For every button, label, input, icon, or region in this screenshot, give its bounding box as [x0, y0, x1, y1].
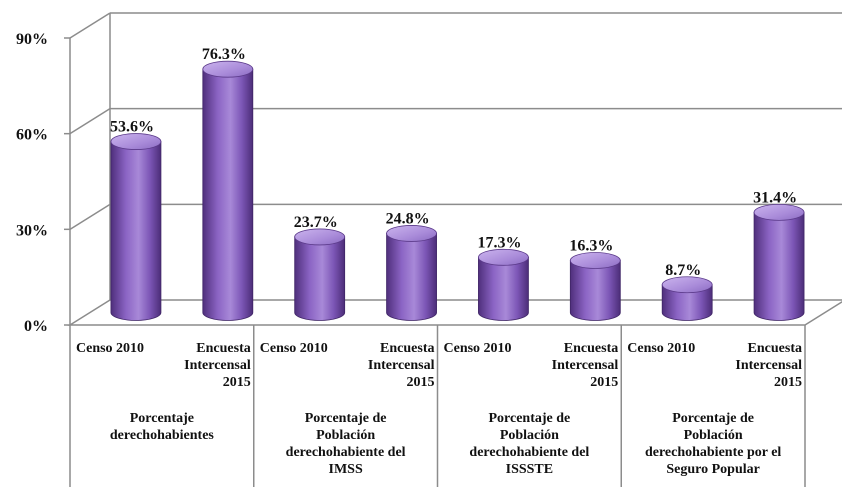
bar-body: [753, 211, 805, 321]
category-label: Censo 2010: [76, 341, 144, 356]
bar-cap: [110, 133, 162, 150]
category-label: Censo 2010: [444, 341, 512, 356]
bar-body: [386, 233, 437, 321]
value-label: 16.3%: [569, 238, 613, 255]
bar-cap: [753, 203, 805, 221]
group-label: Porcentaje de Población derechohabiente po…: [645, 411, 781, 477]
value-label: 76.3%: [202, 46, 246, 63]
category-label: Encuesta Intercensal 2015: [368, 341, 435, 390]
group-label: Porcentaje derechohabientes: [110, 411, 215, 443]
value-label: 17.3%: [477, 234, 521, 251]
bar-cap: [386, 225, 437, 242]
bar-body: [294, 236, 346, 321]
category-label: Encuesta Intercensal 2015: [552, 341, 619, 390]
bar-body: [569, 260, 621, 321]
y-tick-label: 30%: [16, 222, 48, 239]
bar-cap: [202, 60, 254, 78]
y-tick-label: 90%: [16, 31, 48, 48]
gridline-side: [69, 12, 111, 39]
y-tick-label: 60%: [16, 127, 48, 144]
bar-cap: [478, 248, 529, 266]
value-label: 24.8%: [386, 210, 430, 227]
gridline-side: [69, 108, 111, 135]
bar: [569, 252, 621, 321]
bar: [478, 248, 529, 321]
group-label: Porcentaje de Población derechohabiente de…: [286, 411, 406, 477]
bar-cap: [661, 276, 713, 294]
bar-body: [110, 141, 162, 321]
category-label: Censo 2010: [627, 341, 695, 356]
bar: [110, 133, 162, 321]
bar-cap: [569, 252, 621, 269]
bar-cap: [294, 228, 346, 246]
value-label: 8.7%: [665, 262, 701, 279]
value-label: 53.6%: [110, 119, 154, 136]
category-label: Encuesta Intercensal 2015: [184, 341, 251, 390]
bar: [386, 225, 437, 321]
category-label: Censo 2010: [260, 341, 328, 356]
bar: [202, 60, 254, 321]
category-label: Encuesta Intercensal 2015: [735, 341, 802, 390]
value-label: 23.7%: [294, 214, 338, 231]
bar-body: [202, 68, 254, 321]
bar: [661, 276, 713, 321]
bar: [294, 228, 346, 321]
value-label: 31.4%: [753, 189, 797, 206]
bar-body: [661, 284, 713, 321]
y-tick-label: 0%: [24, 318, 48, 335]
group-label: Porcentaje de Población derechohabiente de…: [469, 411, 589, 477]
gridline-side: [69, 203, 111, 230]
bar: [753, 203, 805, 321]
bar-body: [478, 256, 529, 321]
chart-floor: [67, 299, 842, 326]
